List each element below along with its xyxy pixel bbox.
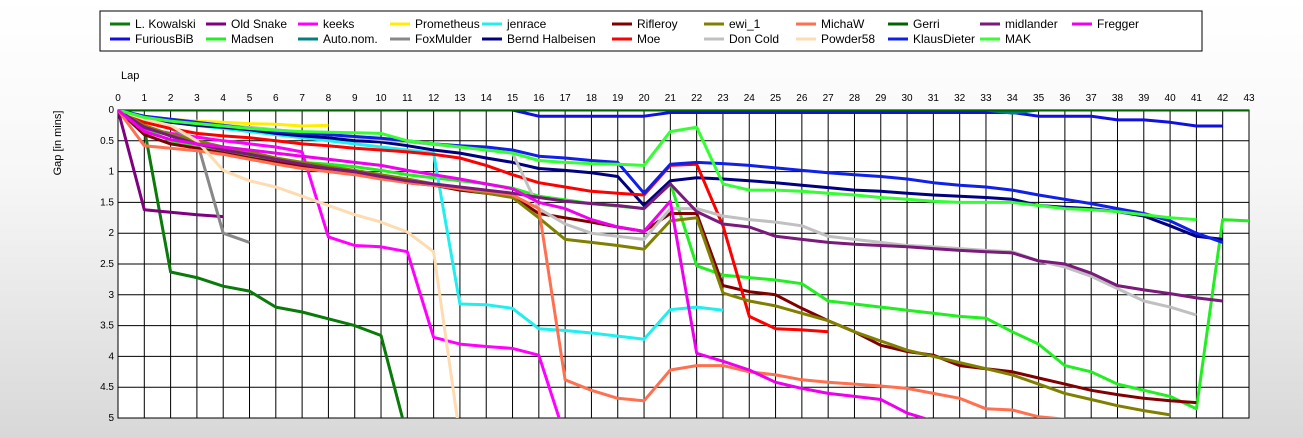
series-line-20 <box>118 110 929 418</box>
x-tick-label-16: 16 <box>533 93 545 104</box>
series-line-17 <box>118 110 1224 244</box>
series-line-2 <box>118 110 224 219</box>
y-tick-label-10: 5 <box>108 413 114 424</box>
x-tick-label-35: 35 <box>1033 93 1045 104</box>
legend-label-12: ewi_1 <box>729 17 761 31</box>
x-tick-label-12: 12 <box>428 93 440 104</box>
x-tick-label-4: 4 <box>220 93 226 104</box>
legend-label-0: L. Kowalski <box>135 17 196 31</box>
x-tick-label-29: 29 <box>875 93 887 104</box>
legend-label-20: Fregger <box>1097 17 1139 31</box>
y-tick-label-8: 4 <box>108 351 114 362</box>
legend-label-15: Powder58 <box>821 32 875 46</box>
x-tick-label-42: 42 <box>1217 93 1229 104</box>
y-tick-label-5: 2.5 <box>100 259 114 270</box>
series-line-12 <box>118 110 1171 417</box>
y-tick-label-3: 1.5 <box>100 197 114 208</box>
legend-label-16: Gerri <box>913 17 940 31</box>
x-tick-label-34: 34 <box>1007 93 1019 104</box>
legend-label-11: Moe <box>637 32 661 46</box>
series-line-0 <box>118 110 405 418</box>
y-tick-labels: 0 0.5 1 1.5 2 2.5 3 3.5 4 4.5 5 <box>100 105 114 424</box>
legend-label-7: FoxMulder <box>415 32 472 46</box>
y-tick-label-2: 1 <box>108 167 114 178</box>
x-tick-label-37: 37 <box>1086 93 1098 104</box>
x-tick-label-43: 43 <box>1243 93 1255 104</box>
x-tick-label-28: 28 <box>849 93 861 104</box>
x-tick-label-26: 26 <box>796 93 808 104</box>
x-tick-label-7: 7 <box>299 93 305 104</box>
x-tick-label-31: 31 <box>928 93 940 104</box>
x-tick-label-5: 5 <box>247 93 253 104</box>
x-tick-label-9: 9 <box>352 93 358 104</box>
x-axis-label: Lap <box>121 70 139 82</box>
series-line-14 <box>118 110 1067 418</box>
x-tick-label-8: 8 <box>326 93 332 104</box>
legend-label-8: jenrace <box>506 17 547 31</box>
x-tick-label-30: 30 <box>902 93 914 104</box>
legend-label-10: Rifleroy <box>637 17 678 31</box>
series-line-4 <box>118 110 561 418</box>
series-line-15 <box>118 110 459 418</box>
x-tick-label-38: 38 <box>1112 93 1124 104</box>
x-tick-label-20: 20 <box>638 93 650 104</box>
x-tick-label-25: 25 <box>770 93 782 104</box>
x-tick-label-0: 0 <box>115 93 121 104</box>
series-lines <box>118 110 1249 418</box>
legend-label-14: MichaW <box>821 17 865 31</box>
legend-box <box>99 10 1203 52</box>
legend-label-9: Bernd Halbeisen <box>507 32 596 46</box>
legend-label-13: Don Cold <box>729 32 779 46</box>
x-tick-label-24: 24 <box>744 93 756 104</box>
legend-label-5: Auto.nom. <box>323 32 378 46</box>
x-tick-label-19: 19 <box>612 93 624 104</box>
x-tick-label-11: 11 <box>402 93 413 104</box>
x-tick-label-6: 6 <box>273 93 279 104</box>
x-tick-label-33: 33 <box>980 93 992 104</box>
series-line-1 <box>118 110 1223 128</box>
legend-label-2: Old Snake <box>231 17 287 31</box>
x-tick-labels: 0 1 2 3 4 5 6 7 8 9 10 11 12 13 14 15 16 17 18 19 20 21 22 23 24… <box>115 93 1255 104</box>
x-tick-label-32: 32 <box>954 93 966 104</box>
series-line-11 <box>118 110 829 334</box>
x-tick-label-39: 39 <box>1138 93 1150 104</box>
x-tick-label-1: 1 <box>142 93 148 104</box>
y-tick-label-4: 2 <box>108 228 114 239</box>
series-line-18 <box>118 110 1223 303</box>
legend-label-6: Prometheus <box>415 17 480 31</box>
x-tick-label-18: 18 <box>586 93 598 104</box>
x-tick-label-23: 23 <box>717 93 729 104</box>
x-tick-label-14: 14 <box>481 93 493 104</box>
y-tick-label-9: 4.5 <box>100 382 114 393</box>
x-tick-label-36: 36 <box>1059 93 1071 104</box>
x-tick-label-22: 22 <box>691 93 703 104</box>
legend-label-17: KlausDieter <box>913 32 975 46</box>
legend-label-4: keeks <box>323 17 354 31</box>
x-tick-label-15: 15 <box>507 93 519 104</box>
x-tick-label-13: 13 <box>454 93 466 104</box>
x-tick-label-10: 10 <box>375 93 387 104</box>
x-tick-label-27: 27 <box>823 93 835 104</box>
x-tick-label-3: 3 <box>194 93 200 104</box>
y-tick-label-6: 3 <box>108 290 114 301</box>
legend-label-18: midlander <box>1005 17 1058 31</box>
y-axis-label: Gap [in mins] <box>52 111 64 176</box>
series-line-19 <box>118 110 1197 222</box>
legend-label-1: FuriousBiB <box>135 32 194 46</box>
x-tick-label-17: 17 <box>560 93 572 104</box>
x-tick-label-40: 40 <box>1165 93 1177 104</box>
y-tick-label-7: 3.5 <box>100 321 114 332</box>
x-tick-label-21: 21 <box>665 93 677 104</box>
x-tick-label-2: 2 <box>168 93 174 104</box>
legend-label-3: Madsen <box>231 32 274 46</box>
y-tick-label-1: 0.5 <box>100 136 114 147</box>
legend-label-19: MAK <box>1005 32 1031 46</box>
x-tick-label-41: 41 <box>1191 93 1203 104</box>
y-tick-label-0: 0 <box>108 105 114 116</box>
